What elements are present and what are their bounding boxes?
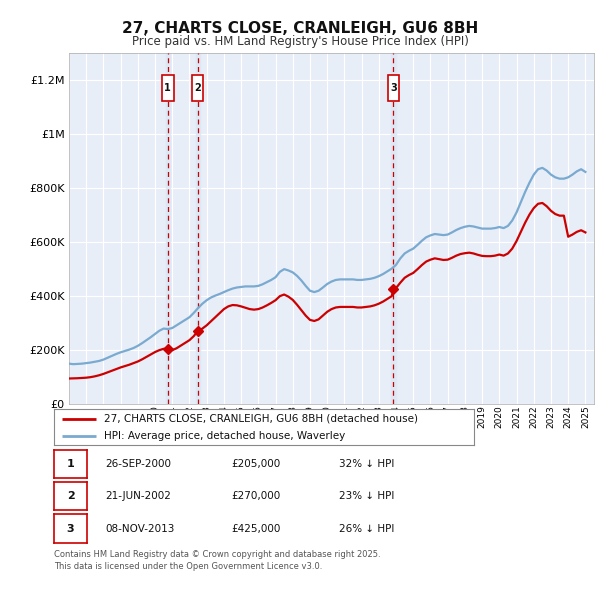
Text: £205,000: £205,000 — [231, 459, 280, 468]
Bar — [391, 53, 395, 404]
Text: 27, CHARTS CLOSE, CRANLEIGH, GU6 8BH (detached house): 27, CHARTS CLOSE, CRANLEIGH, GU6 8BH (de… — [104, 414, 418, 424]
Text: Contains HM Land Registry data © Crown copyright and database right 2025.
This d: Contains HM Land Registry data © Crown c… — [54, 550, 380, 571]
Text: Price paid vs. HM Land Registry's House Price Index (HPI): Price paid vs. HM Land Registry's House … — [131, 35, 469, 48]
Bar — [166, 53, 170, 404]
Text: 27, CHARTS CLOSE, CRANLEIGH, GU6 8BH: 27, CHARTS CLOSE, CRANLEIGH, GU6 8BH — [122, 21, 478, 35]
Text: 21-JUN-2002: 21-JUN-2002 — [105, 491, 171, 501]
Text: 1: 1 — [164, 83, 171, 93]
Text: HPI: Average price, detached house, Waverley: HPI: Average price, detached house, Wave… — [104, 431, 346, 441]
Text: 2: 2 — [67, 491, 74, 501]
Text: 3: 3 — [67, 524, 74, 533]
Text: 08-NOV-2013: 08-NOV-2013 — [105, 524, 175, 533]
FancyBboxPatch shape — [192, 75, 203, 101]
Bar — [196, 53, 200, 404]
Text: 23% ↓ HPI: 23% ↓ HPI — [339, 491, 394, 501]
Text: £270,000: £270,000 — [231, 491, 280, 501]
FancyBboxPatch shape — [162, 75, 173, 101]
Text: 26% ↓ HPI: 26% ↓ HPI — [339, 524, 394, 533]
Text: 3: 3 — [390, 83, 397, 93]
Text: 1: 1 — [67, 459, 74, 468]
Text: 26-SEP-2000: 26-SEP-2000 — [105, 459, 171, 468]
Text: £425,000: £425,000 — [231, 524, 280, 533]
FancyBboxPatch shape — [388, 75, 399, 101]
Text: 32% ↓ HPI: 32% ↓ HPI — [339, 459, 394, 468]
Text: 2: 2 — [194, 83, 201, 93]
